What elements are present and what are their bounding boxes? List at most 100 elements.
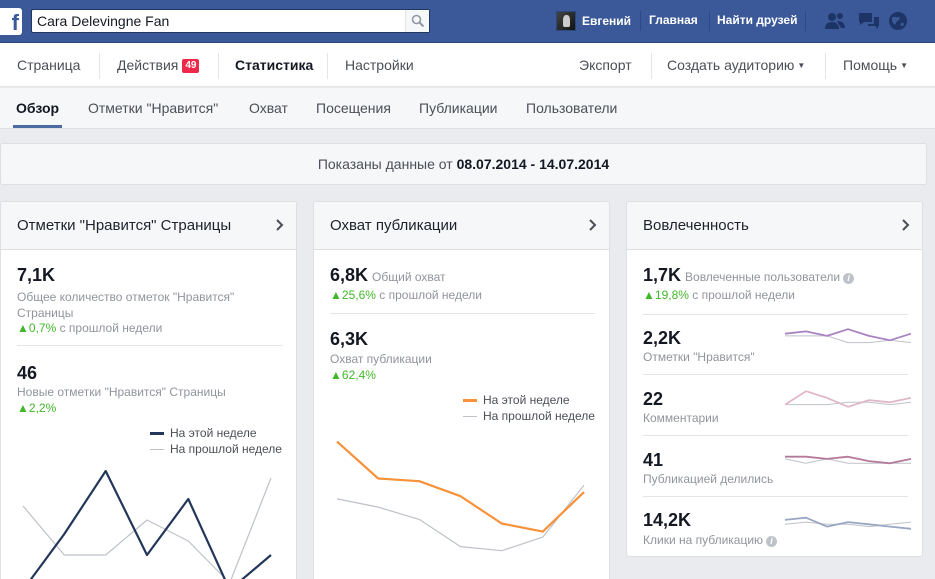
divider [643,374,908,375]
search-button[interactable] [405,10,429,32]
change-value: 2,2% [28,401,57,415]
this-week-series-line [29,469,272,579]
chevron-right-icon[interactable] [902,219,910,231]
legend-label: На прошлой неделе [483,409,595,423]
home-link[interactable]: Главная [649,13,698,27]
subtab-posts[interactable]: Публикации [419,100,498,116]
engaged-users-label: Вовлеченные пользователи [685,270,841,284]
divider [643,314,908,315]
search-input[interactable] [32,10,392,32]
engagement-clicks-label: Клики на публикацию i [643,532,778,548]
activity-count-badge: 49 [182,59,200,73]
shares-sparkline [784,455,912,465]
engaged-users-value: 1,7K Вовлеченные пользователи i [643,265,855,286]
messages-icon[interactable] [857,11,881,31]
total-likes-change: ▲0,7% с прошлой недели [17,321,163,335]
create-audience-label: Создать аудиторию [667,57,795,73]
sparkline-this-week [784,516,912,530]
change-value: 25,6% [341,288,376,302]
engagement-likes-label: Отметки "Нравится" [643,350,755,364]
search-box[interactable] [31,9,430,33]
change-value: 62,4% [341,368,376,382]
legend-this-week: На этой неделе [463,393,570,407]
divider [330,313,595,314]
engagement-shares-value: 41 [643,450,664,470]
divider [218,53,219,79]
total-likes-label: Общее количество отметок "Нравится" Стра… [17,289,234,321]
change-text: с прошлой недели [379,288,482,302]
engagement-likes-value: 2,2K [643,328,682,348]
legend-swatch [463,398,477,402]
engagement-shares-label: Публикацией делились [643,472,774,486]
card-title: Отметки "Нравится" Страницы [17,217,232,234]
subtab-overview[interactable]: Обзор [16,100,60,116]
subtab-likes[interactable]: Отметки "Нравится" [88,100,219,116]
legend-label: На этой неделе [483,393,570,407]
engaged-users-number: 1,7K [643,265,682,285]
tab-activity[interactable]: Действия 49 [117,43,200,87]
legend-swatch [150,431,164,435]
new-likes-value: 46 [17,363,38,383]
top-bar: f Евгений Главная Найти друзей [0,0,935,43]
sparkline-this-week [784,328,912,342]
info-icon[interactable]: i [766,536,778,547]
sparkline-this-week [785,455,912,465]
search-icon [411,14,425,28]
date-range-prefix: Показаны данные от [317,156,453,172]
divider [643,435,908,436]
total-likes-value: 7,1K [17,265,56,285]
likes-sparkline [784,328,912,344]
post-reach-card: Охват публикации 6,8K Общий охват ▲25,6% … [313,201,610,579]
card-header[interactable]: Отметки "Нравится" Страницы [1,202,296,250]
last-week-series-line [22,477,272,579]
total-reach-label: Общий охват [372,270,446,284]
notifications-globe-icon[interactable] [888,11,908,31]
tab-page[interactable]: Страница [17,57,81,73]
date-range-value: 08.07.2014 - 14.07.2014 [456,156,610,172]
clicks-sparkline [784,516,912,530]
user-name: Евгений [582,14,632,28]
change-value: 19,8% [654,288,689,302]
last-week-series-line [336,484,585,552]
engagement-comments-value: 22 [643,389,664,409]
tab-settings[interactable]: Настройки [345,57,414,73]
sparkline-this-week [784,390,912,408]
change-text: с прошлой недели [692,288,795,302]
tab-activity-label: Действия [117,57,179,73]
card-header[interactable]: Охват публикации [314,202,609,250]
subtab-people[interactable]: Пользователи [526,100,618,116]
new-likes-label: Новые отметки "Нравится" Страницы [17,385,226,399]
total-reach-value: 6,8K Общий охват [330,265,446,286]
create-audience-button[interactable]: Создать аудиторию ▼ [667,43,805,87]
help-button[interactable]: Помощь ▼ [843,43,908,87]
caret-down-icon: ▼ [797,61,806,70]
friend-requests-icon[interactable] [823,11,847,31]
chevron-right-icon[interactable] [276,219,284,231]
chevron-right-icon[interactable] [589,219,597,231]
divider [805,11,806,31]
tab-stats[interactable]: Статистика [235,57,314,73]
this-week-series-line [336,440,585,533]
subtab-visits[interactable]: Посещения [316,100,391,116]
total-likes-label-line1: Общее количество отметок "Нравится" [17,290,235,304]
divider [643,496,908,497]
engaged-users-change: ▲19,8% с прошлой недели [643,288,795,302]
post-reach-label: Охват публикации [330,352,432,366]
info-icon[interactable]: i [843,273,855,284]
subtab-reach[interactable]: Охват [249,100,288,116]
clicks-label-text: Клики на публикацию [643,533,764,547]
legend-this-week: На этой неделе [150,426,257,440]
facebook-logo-icon[interactable]: f [0,8,22,35]
divider [327,53,328,79]
page-likes-card: Отметки "Нравится" Страницы 7,1K Общее к… [0,201,297,579]
active-tab-indicator [13,125,62,128]
profile-link[interactable]: Евгений [556,10,631,32]
date-range-banner: Показаны данные от 08.07.2014 - 14.07.20… [0,143,927,185]
page-navigation: Страница Действия 49 Статистика Настройки… [0,43,935,87]
legend-last-week: На прошлой неделе [150,442,282,456]
card-header[interactable]: Вовлеченность [627,202,922,250]
find-friends-link[interactable]: Найти друзей [717,13,798,27]
export-button[interactable]: Экспорт [579,57,632,73]
sparkline-last-week [784,521,912,528]
avatar [556,11,576,31]
